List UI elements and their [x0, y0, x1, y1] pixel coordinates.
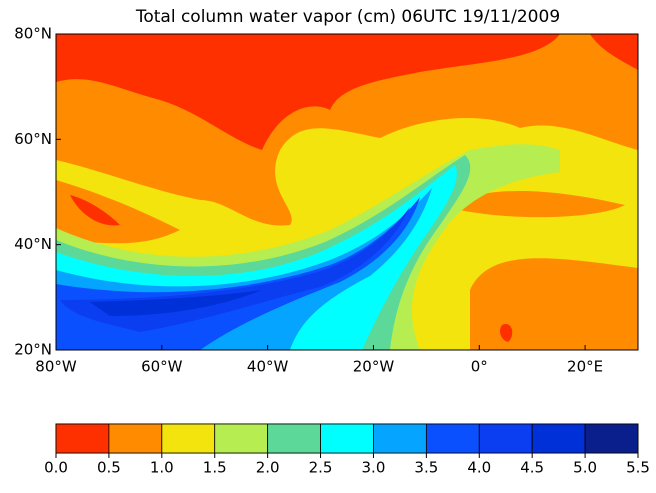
colorbar-tick-label: 2.0 — [256, 459, 280, 477]
region — [56, 34, 560, 150]
region — [56, 180, 180, 244]
colorbar-tick-label: 0.5 — [97, 459, 121, 477]
x-tick-label: 0° — [471, 358, 488, 376]
y-tick-label: 60°N — [14, 130, 52, 148]
colorbar-tick-label: 0.0 — [44, 459, 68, 477]
map-frame — [55, 33, 639, 351]
x-tick-label: 40°W — [247, 358, 289, 376]
colorbar-bin — [214, 423, 269, 454]
title: Total column water vapor (cm) 06UTC 19/1… — [135, 7, 560, 27]
colorbar-bin — [425, 423, 480, 454]
region — [470, 258, 638, 350]
y-tick-label: 80°N — [14, 25, 52, 43]
x-tick-label: 20°W — [353, 358, 395, 376]
colorbar-tick-label: 4.0 — [467, 459, 491, 477]
colorbar-bin — [267, 423, 321, 454]
colorbar-tick-label: 1.0 — [150, 459, 174, 477]
colorbar-bin — [584, 423, 639, 454]
colorbar-tick-label: 1.5 — [203, 459, 227, 477]
y-tick-label: 40°N — [14, 235, 52, 253]
colorbar-bin — [108, 423, 163, 454]
colorbar-tick-label: 3.5 — [414, 459, 438, 477]
x-tick-label: 20°E — [567, 358, 603, 376]
colorbar-bin — [320, 423, 374, 454]
region — [500, 323, 513, 342]
region — [460, 190, 625, 218]
x-tick-label: 60°W — [141, 358, 183, 376]
colorbar-tick-label: 4.5 — [520, 459, 544, 477]
region — [90, 290, 262, 316]
colorbar-tick-label: 5.5 — [626, 459, 650, 477]
y-tick-label: 20°N — [14, 341, 52, 359]
field — [56, 34, 638, 350]
colorbar-bin — [161, 423, 216, 454]
colorbar-tick-label: 5.0 — [573, 459, 597, 477]
colorbar-bin — [55, 423, 110, 454]
colorbar-bin — [478, 423, 533, 454]
colorbar-tick-label: 2.5 — [309, 459, 333, 477]
x-tick-label: 80°W — [35, 358, 77, 376]
colorbar-bin — [531, 423, 586, 454]
region — [590, 34, 638, 70]
colorbar-tick-label: 3.0 — [362, 459, 386, 477]
colorbar-bin — [373, 423, 427, 454]
region — [70, 195, 120, 226]
